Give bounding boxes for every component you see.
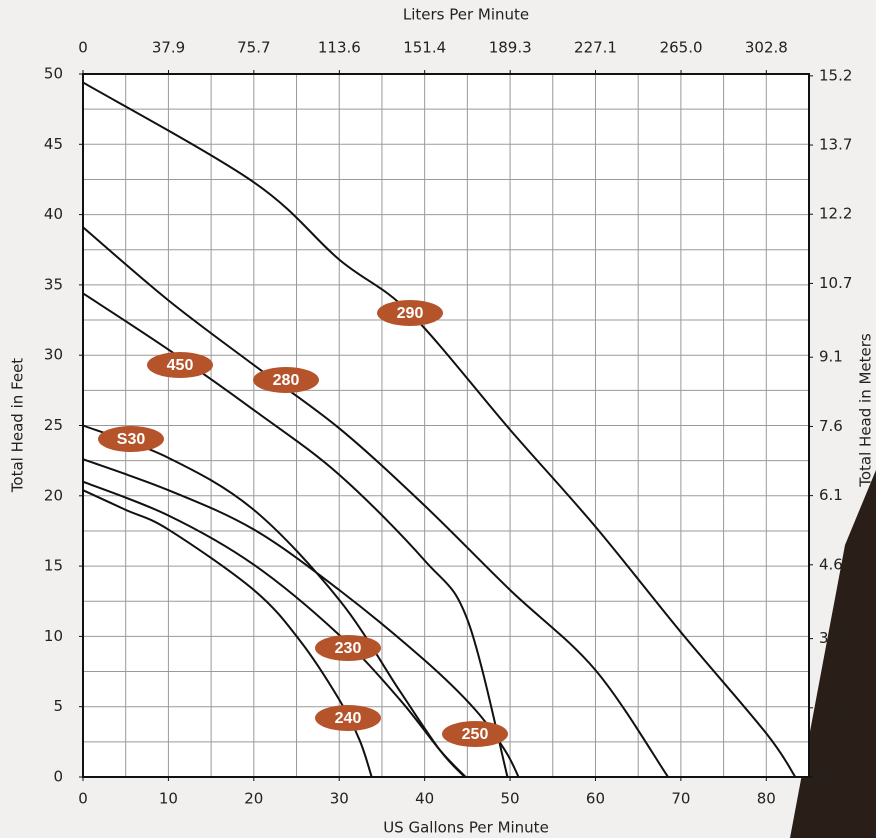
series-label: 290 bbox=[397, 305, 424, 322]
y-tick-label: 20 bbox=[44, 486, 63, 504]
background-shape bbox=[790, 470, 876, 838]
x-tick-label: 40 bbox=[415, 790, 434, 808]
y2-tick-label: 13.7 bbox=[819, 136, 852, 154]
series-label-badge bbox=[98, 426, 164, 452]
x-tick-label: 10 bbox=[159, 790, 178, 808]
y2-tick-label: 12.2 bbox=[819, 205, 852, 223]
y-tick-label: 25 bbox=[44, 416, 63, 434]
x-tick-label: 70 bbox=[671, 790, 690, 808]
x-tick-label: 60 bbox=[586, 790, 605, 808]
x-tick-label: 30 bbox=[330, 790, 349, 808]
y2-tick-label: 15.2 bbox=[819, 66, 852, 84]
series-line bbox=[82, 480, 467, 778]
series-label: 450 bbox=[167, 357, 194, 374]
y2-axis-title: Total Head in Meters bbox=[857, 333, 875, 488]
series-label: 240 bbox=[335, 710, 362, 727]
series-label: S30 bbox=[117, 431, 146, 448]
y-axis-title: Total Head in Feet bbox=[9, 358, 27, 493]
y-tick-label: 10 bbox=[44, 627, 63, 645]
y2-tick-label: 0 bbox=[819, 768, 829, 786]
y2-tick-label: 7.6 bbox=[819, 417, 843, 435]
y2-tick-label: 10.7 bbox=[819, 274, 852, 292]
grid-group bbox=[83, 74, 809, 777]
x-tick-label: 0 bbox=[78, 790, 88, 808]
x-tick-label: 50 bbox=[501, 790, 520, 808]
y-tick-label: 15 bbox=[44, 557, 63, 575]
series-line bbox=[82, 226, 669, 778]
y-tick-label: 40 bbox=[44, 205, 63, 223]
series-line bbox=[82, 489, 373, 778]
x-tick-label: 80 bbox=[757, 790, 776, 808]
series-line bbox=[82, 292, 509, 778]
y-tick-label: 0 bbox=[53, 768, 63, 786]
x2-tick-label: 302.8 bbox=[745, 39, 788, 57]
x2-tick-label: 151.4 bbox=[403, 39, 446, 57]
x2-tick-label: 75.7 bbox=[237, 39, 270, 57]
series-label-badge bbox=[377, 300, 443, 326]
series-label-badge bbox=[147, 352, 213, 378]
series-line bbox=[82, 81, 797, 778]
x2-tick-label: 0 bbox=[78, 39, 88, 57]
x2-axis-title: Liters Per Minute bbox=[403, 6, 529, 24]
series-label-badge bbox=[442, 721, 508, 747]
y-tick-label: 35 bbox=[44, 275, 63, 293]
x2-tick-label: 189.3 bbox=[489, 39, 532, 57]
y-tick-label: 30 bbox=[44, 346, 63, 364]
series-label-badge bbox=[315, 635, 381, 661]
series-label: 250 bbox=[462, 726, 489, 743]
series-label: 280 bbox=[273, 372, 300, 389]
series-label-badge bbox=[315, 705, 381, 731]
x2-tick-label: 265.0 bbox=[660, 39, 703, 57]
x-tick-label: 20 bbox=[244, 790, 263, 808]
y2-tick-label: 6.1 bbox=[819, 486, 843, 504]
x2-tick-label: 37.9 bbox=[152, 39, 185, 57]
y2-tick-label: 1.5 bbox=[819, 698, 843, 716]
series-label: 230 bbox=[335, 640, 362, 657]
y2-tick-label: 4.6 bbox=[819, 555, 843, 573]
y2-tick-label: 9.1 bbox=[819, 348, 843, 366]
series-label-badge bbox=[253, 367, 319, 393]
y-tick-label: 50 bbox=[44, 65, 63, 83]
y-tick-label: 45 bbox=[44, 135, 63, 153]
x-axis-title: US Gallons Per Minute bbox=[383, 819, 549, 837]
y-tick-label: 5 bbox=[53, 697, 63, 715]
y2-tick-label: 3.0 bbox=[819, 629, 843, 647]
x2-tick-label: 113.6 bbox=[318, 39, 361, 57]
x2-tick-label: 227.1 bbox=[574, 39, 617, 57]
